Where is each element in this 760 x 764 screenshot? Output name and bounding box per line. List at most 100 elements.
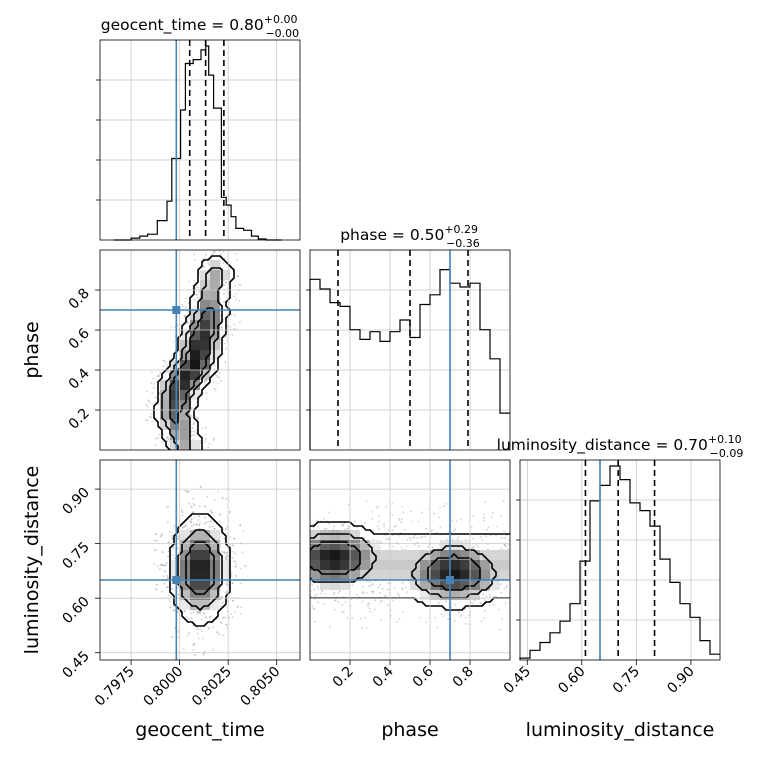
panel-geocent_time-phase: [99, 249, 301, 451]
x-tick-label: 0.8025: [189, 664, 235, 710]
y-axis-label: phase: [21, 321, 43, 378]
scatter-point: [346, 527, 349, 530]
scatter-point: [203, 522, 206, 525]
scatter-point: [196, 613, 199, 615]
scatter-point: [158, 375, 161, 378]
scatter-point: [190, 415, 193, 417]
panel-title-main: geocent_time = 0.80: [101, 16, 264, 35]
scatter-point: [199, 628, 202, 630]
scatter-point: [480, 602, 482, 605]
density-cell: [200, 340, 210, 350]
density-cell: [350, 570, 360, 580]
scatter-point: [454, 528, 457, 530]
x-axis-label: geocent_time: [135, 719, 264, 741]
scatter-point: [167, 576, 170, 579]
density-cell: [220, 570, 230, 580]
density-cell: [190, 550, 200, 560]
scatter-point: [225, 336, 227, 338]
histogram-bar: [680, 604, 690, 660]
density-cell: [460, 570, 470, 580]
density-cell: [200, 350, 210, 360]
scatter-point: [217, 490, 219, 493]
density-cell: [480, 550, 490, 560]
scatter-point: [154, 549, 157, 552]
scatter-point: [192, 511, 195, 514]
scatter-point: [222, 529, 225, 531]
scatter-point: [192, 611, 195, 614]
scatter-point: [181, 511, 184, 513]
scatter-point: [241, 551, 244, 554]
scatter-point: [398, 618, 401, 620]
scatter-point: [216, 631, 219, 634]
density-cell: [210, 260, 220, 270]
scatter-point: [165, 564, 168, 566]
scatter-point: [211, 511, 213, 514]
scatter-point: [187, 490, 190, 493]
histogram-bar: [193, 60, 201, 240]
scatter-point: [166, 574, 169, 577]
scatter-point: [155, 533, 157, 536]
scatter-point: [203, 440, 206, 443]
scatter-point: [187, 634, 189, 637]
scatter-point: [192, 624, 195, 627]
scatter-point: [192, 497, 195, 500]
scatter-point: [403, 548, 406, 551]
scatter-point: [218, 376, 221, 379]
density-cell: [180, 330, 190, 340]
scatter-point: [155, 539, 158, 542]
scatter-point: [356, 526, 358, 529]
scatter-point: [405, 545, 408, 547]
scatter-point: [346, 617, 349, 619]
density-cell: [320, 580, 330, 590]
histogram-bar: [600, 485, 610, 660]
scatter-point: [223, 537, 226, 540]
density-cell: [420, 570, 430, 580]
density-cell: [190, 560, 200, 570]
scatter-point: [161, 564, 164, 567]
scatter-point: [171, 636, 173, 638]
density-cell: [180, 420, 190, 430]
scatter-point: [172, 609, 175, 612]
scatter-point: [229, 511, 231, 513]
histogram-bar: [244, 230, 252, 240]
scatter-point: [162, 359, 164, 362]
scatter-point: [347, 527, 350, 530]
density-cell: [440, 550, 450, 560]
scatter-point: [197, 610, 199, 613]
density-cell: [420, 590, 430, 600]
scatter-point: [213, 387, 216, 390]
x-tick-label: 0.7975: [92, 664, 138, 710]
density-cell: [330, 580, 340, 590]
histogram-bar: [530, 650, 540, 660]
scatter-point: [417, 545, 420, 548]
scatter-point: [233, 295, 236, 298]
scatter-point: [483, 516, 485, 519]
scatter-point: [332, 528, 335, 531]
scatter-point: [412, 536, 415, 539]
scatter-point: [160, 563, 163, 566]
scatter-point: [489, 593, 491, 596]
scatter-point: [503, 543, 506, 546]
scatter-point: [203, 381, 206, 384]
scatter-point: [444, 611, 447, 613]
scatter-point: [196, 297, 199, 299]
histogram-bar: [440, 270, 450, 450]
density-cell: [460, 550, 470, 560]
scatter-point: [205, 379, 208, 382]
scatter-point: [159, 535, 162, 538]
scatter-point: [484, 609, 486, 612]
scatter-point: [197, 628, 199, 631]
scatter-point: [375, 506, 378, 509]
scatter-point: [220, 327, 223, 329]
histogram-panel-luminosity_distance: luminosity_distance = 0.70+0.10 −0.09: [497, 433, 743, 661]
density-cell: [340, 570, 350, 580]
scatter-point: [235, 293, 238, 295]
scatter-point: [157, 375, 159, 378]
y-axis-label: luminosity_distance: [21, 466, 43, 655]
scatter-point: [167, 541, 170, 543]
density-cell: [190, 340, 200, 350]
scatter-point: [471, 602, 474, 605]
scatter-point: [145, 403, 148, 406]
scatter-point: [204, 505, 207, 508]
scatter-point: [225, 592, 228, 595]
